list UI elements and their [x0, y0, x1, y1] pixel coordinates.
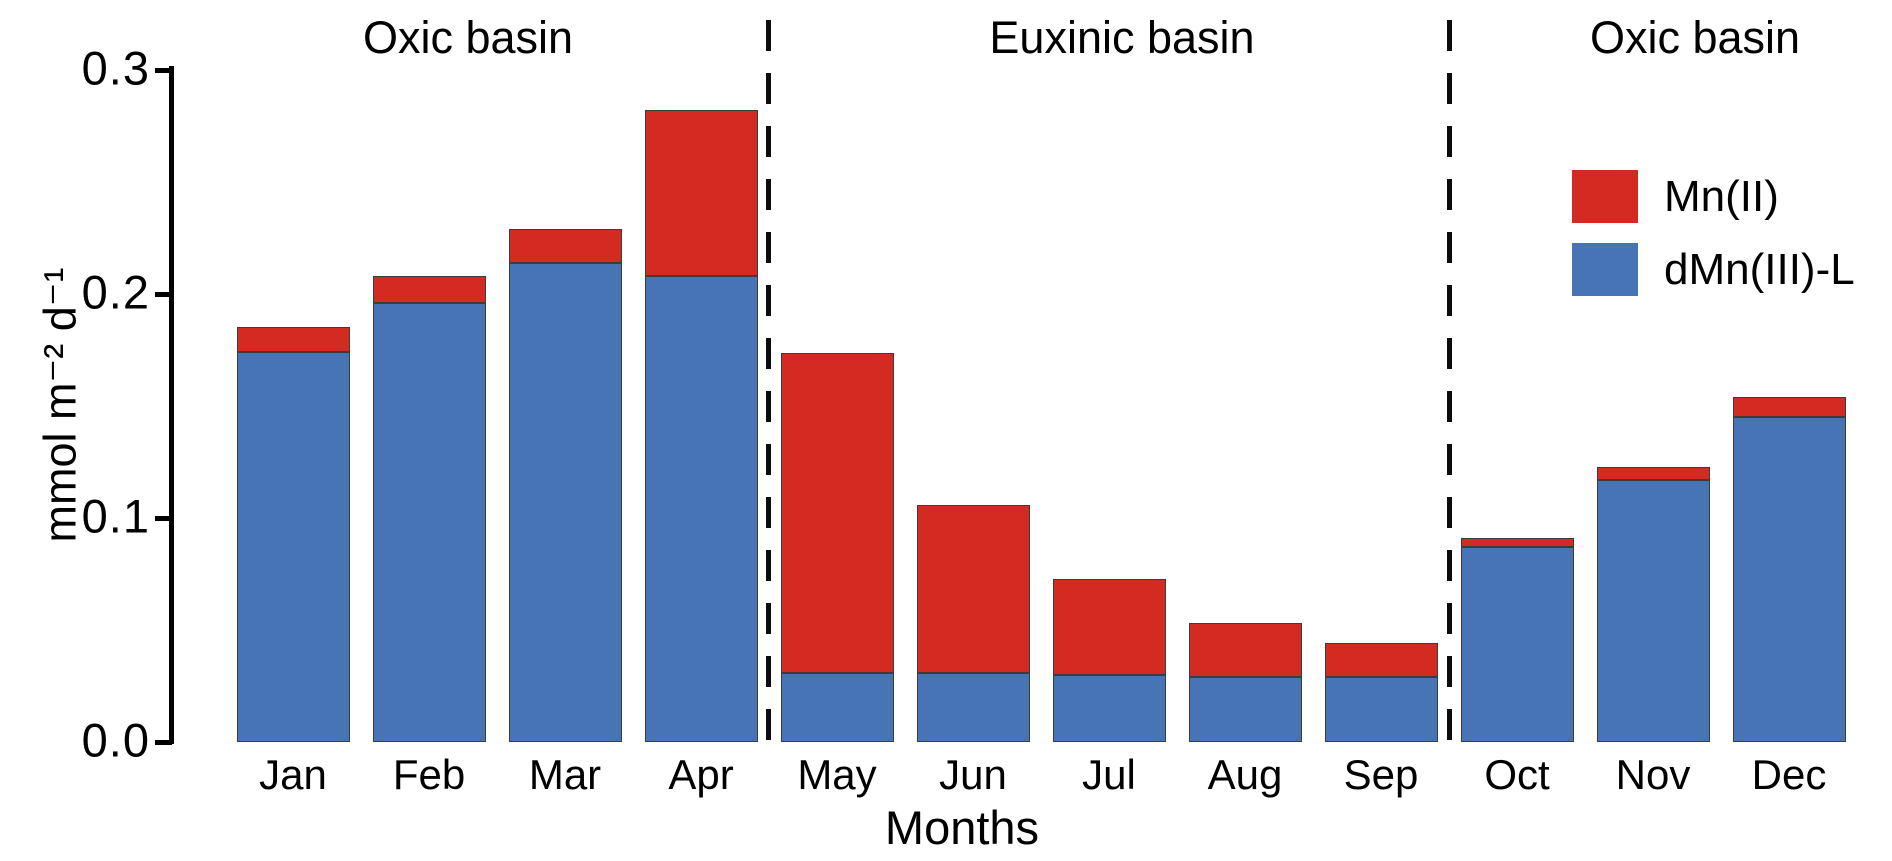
bar-oct-dmn3-segment	[1460, 547, 1574, 742]
bar-mar-dmn3-segment	[508, 263, 622, 742]
bar-sep-mn2-segment	[1324, 643, 1438, 677]
bar-dec-mn2-segment	[1732, 397, 1846, 417]
bar-jul-mn2-segment	[1052, 579, 1166, 675]
bar-apr-dmn3-segment	[644, 276, 758, 742]
bar-sep-dmn3-segment	[1324, 677, 1438, 742]
x-tick-label-dec: Dec	[1751, 751, 1827, 798]
x-tick-label-nov: Nov	[1615, 751, 1691, 798]
bar-may-dmn3-segment	[780, 673, 894, 742]
bar-jan-mn2-segment	[236, 327, 350, 352]
legend-label-mn2: Mn(II)	[1664, 172, 1779, 221]
bar-jul-dmn3-segment	[1052, 675, 1166, 742]
bar-aug-dmn3-segment	[1188, 677, 1302, 742]
bar-jun-dmn3-segment	[916, 673, 1030, 742]
x-tick-label-jan: Jan	[259, 751, 327, 798]
region-header-oxic-basin-left: Oxic basin	[362, 12, 574, 63]
x-tick-label-feb: Feb	[392, 751, 466, 798]
y-tick-label-0.2: 0.2	[81, 265, 150, 319]
legend-swatch-dmn3	[1572, 243, 1638, 296]
y-tick-mark-0.2	[155, 291, 172, 297]
y-tick-mark-0.0	[155, 739, 172, 745]
bar-dec-dmn3-segment	[1732, 417, 1846, 742]
x-axis-title: Months	[884, 801, 1040, 854]
bar-feb-mn2-segment	[372, 276, 486, 303]
x-tick-label-oct: Oct	[1484, 751, 1550, 798]
bar-jun-mn2-segment	[916, 505, 1030, 673]
x-tick-label-apr: Apr	[668, 751, 734, 798]
bar-mar-mn2-segment	[508, 229, 622, 263]
region-divider-sep-oct	[1447, 20, 1452, 742]
y-tick-mark-0.3	[155, 67, 172, 73]
y-axis-title: mmol m⁻² d⁻¹	[34, 267, 86, 543]
y-tick-label-0.0: 0.0	[81, 713, 150, 767]
region-divider-apr-may	[766, 20, 771, 742]
bar-may-mn2-segment	[780, 353, 894, 673]
x-tick-label-aug: Aug	[1207, 751, 1283, 798]
bar-aug-mn2-segment	[1188, 623, 1302, 677]
y-tick-label-0.3: 0.3	[81, 41, 150, 95]
bar-nov-mn2-segment	[1596, 467, 1710, 480]
y-tick-mark-0.1	[155, 515, 172, 521]
bar-oct-mn2-segment	[1460, 538, 1574, 547]
x-tick-label-mar: Mar	[528, 751, 602, 798]
bar-feb-dmn3-segment	[372, 303, 486, 742]
y-tick-label-0.1: 0.1	[81, 489, 150, 543]
legend-label-dmn3: dMn(III)-L	[1664, 245, 1855, 294]
region-header-oxic-basin-right: Oxic basin	[1589, 12, 1801, 63]
x-tick-label-sep: Sep	[1343, 751, 1419, 798]
legend-swatch-mn2	[1572, 170, 1638, 223]
region-header-euxinic-basin: Euxinic basin	[989, 12, 1255, 63]
x-tick-label-jul: Jul	[1082, 751, 1136, 798]
bar-apr-mn2-segment	[644, 110, 758, 276]
x-tick-label-may: May	[797, 751, 877, 798]
bar-jan-dmn3-segment	[236, 352, 350, 742]
bar-nov-dmn3-segment	[1596, 480, 1710, 742]
x-tick-label-jun: Jun	[939, 751, 1007, 798]
y-axis-line	[169, 66, 174, 744]
